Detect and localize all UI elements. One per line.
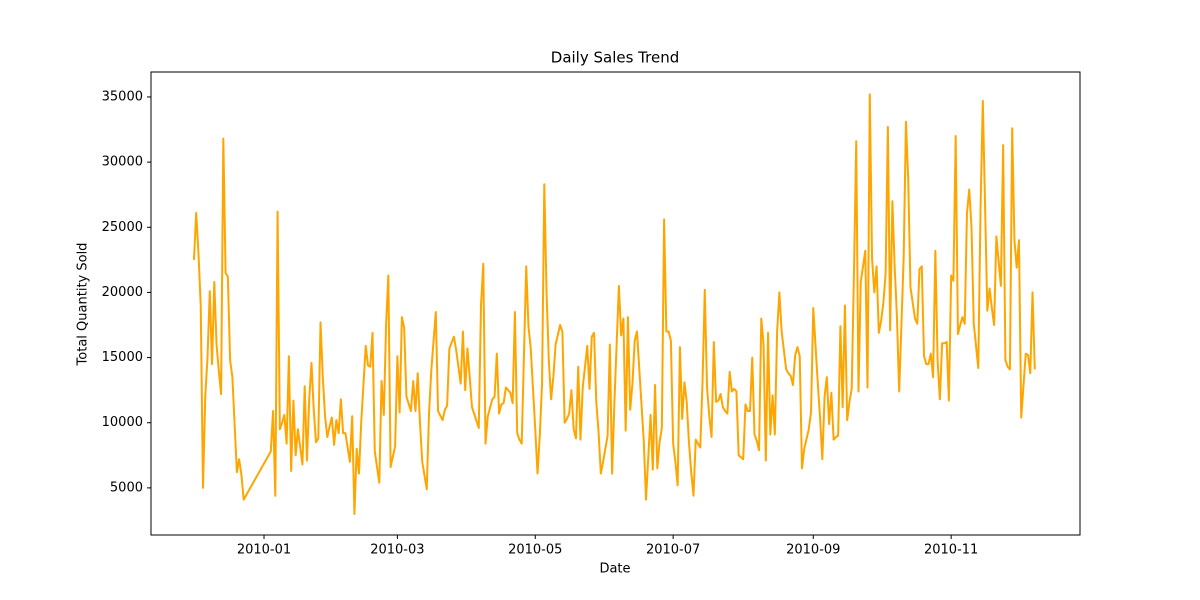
line-series <box>192 93 1036 515</box>
x-tick-label: 2010-01 <box>237 543 291 558</box>
plot-frame <box>150 71 1081 536</box>
y-tick-label: 30000 <box>102 155 143 170</box>
x-tick-label: 2010-09 <box>786 543 840 558</box>
x-axis-label: Date <box>599 562 630 577</box>
x-tick-label: 2010-11 <box>924 543 978 558</box>
x-tick-label: 2010-03 <box>370 543 424 558</box>
x-tick-label: 2010-07 <box>646 543 700 558</box>
x-tick-label: 2010-05 <box>508 543 562 558</box>
y-axis-label: Total Quantity Sold <box>76 243 91 367</box>
y-tick-label: 20000 <box>102 285 143 300</box>
y-tick-label: 5000 <box>110 480 143 495</box>
chart-title: Daily Sales Trend <box>551 49 679 67</box>
y-tick-label: 15000 <box>102 350 143 365</box>
y-tick-label: 35000 <box>102 89 143 104</box>
y-tick-label: 10000 <box>102 415 143 430</box>
y-tick-label: 25000 <box>102 220 143 235</box>
